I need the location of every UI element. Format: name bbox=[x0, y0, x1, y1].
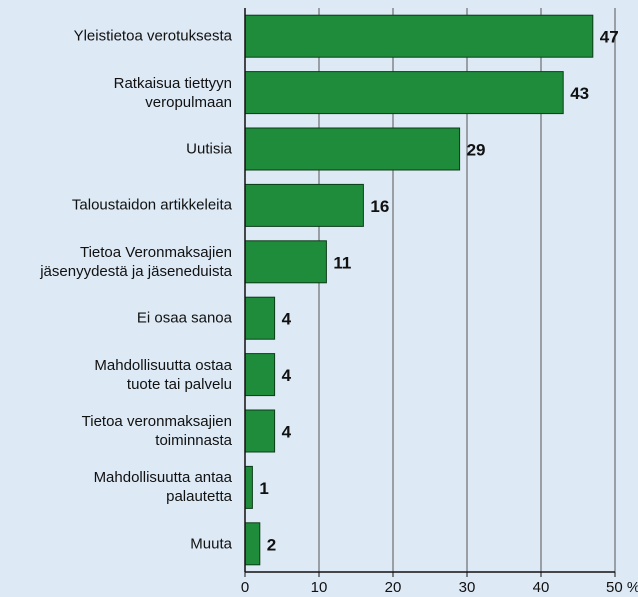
category-label: Yleistietoa verotuksesta bbox=[73, 27, 232, 45]
value-label: 11 bbox=[333, 253, 351, 272]
category-label: Uutisia bbox=[186, 140, 232, 158]
category-label: Ei osaa sanoa bbox=[136, 309, 232, 327]
bar bbox=[244, 353, 276, 397]
value-label: 29 bbox=[467, 140, 486, 159]
bar bbox=[244, 465, 253, 509]
x-tick-label: 30 bbox=[459, 579, 476, 596]
category-label: Mahdollisuutta antaa palautetta bbox=[93, 469, 232, 506]
value-label: 16 bbox=[370, 197, 389, 216]
value-label: 4 bbox=[282, 310, 292, 329]
x-tick-label: 0 bbox=[241, 579, 249, 596]
value-label: 47 bbox=[600, 28, 619, 47]
x-tick-label: 40 bbox=[533, 579, 550, 596]
bar bbox=[244, 240, 327, 284]
bar bbox=[244, 522, 261, 566]
category-label: Mahdollisuutta ostaa tuote tai palvelu bbox=[94, 356, 232, 393]
bar bbox=[244, 127, 461, 171]
category-label: Muuta bbox=[190, 535, 232, 553]
category-label: Tietoa Veronmaksajien jäsenyydestä ja jä… bbox=[40, 243, 232, 280]
category-label: Ratkaisua tiettyyn veropulmaan bbox=[113, 74, 232, 111]
value-label: 4 bbox=[282, 366, 292, 385]
bar bbox=[244, 409, 276, 453]
x-tick-label: 20 bbox=[385, 579, 402, 596]
value-label: 1 bbox=[259, 479, 268, 498]
value-label: 43 bbox=[570, 84, 589, 103]
x-tick-label: 50 % bbox=[606, 579, 638, 596]
value-label: 4 bbox=[282, 422, 292, 441]
x-tick-label: 10 bbox=[311, 579, 328, 596]
bar bbox=[244, 296, 276, 340]
bar bbox=[244, 71, 564, 115]
bar bbox=[244, 14, 594, 58]
bar bbox=[244, 183, 364, 227]
category-label: Taloustaidon artikkeleita bbox=[71, 196, 232, 214]
category-label: Tietoa veronmaksajien toiminnasta bbox=[81, 413, 232, 449]
value-label: 2 bbox=[267, 535, 276, 554]
